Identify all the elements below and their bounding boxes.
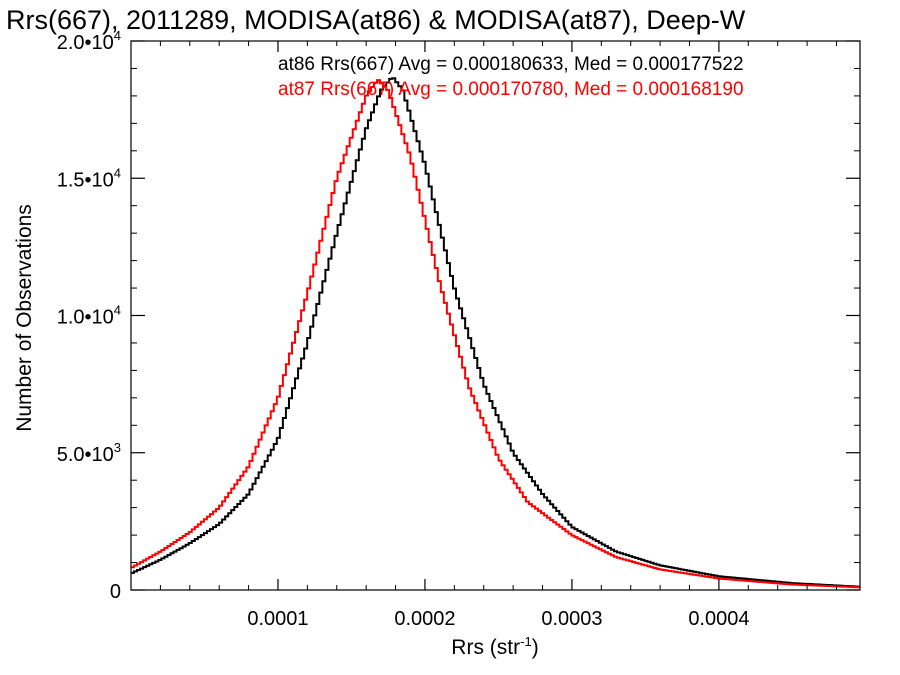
y-tick-label-0: 0 (110, 581, 121, 603)
y-tick-label-exponent: 4 (114, 165, 121, 180)
y-tick-label-3: 1.5•104 (57, 165, 121, 191)
y-tick-label-exponent: 4 (114, 28, 121, 43)
x-axis-label-end: ) (532, 636, 539, 659)
y-tick-label-mantissa: 5.0•10 (57, 444, 114, 466)
y-tick-label-2: 1.0•104 (57, 303, 121, 329)
plot-area: 0.0001 0.0002 0.0003 0.000405.0•1031.0•1041… (57, 28, 861, 630)
x-tick-label-0: 0.0001 (247, 608, 308, 630)
y-tick-label-1: 5.0•103 (57, 440, 121, 466)
y-tick-label-mantissa: 0 (110, 581, 121, 603)
chart-title: Rrs(667), 2011289, MODISA(at86) & MODISA… (6, 5, 746, 35)
x-tick-label-3: 0.0004 (688, 608, 749, 630)
legend-entry-at86: at86 Rrs(667) Avg = 0.000180633, Med = 0… (278, 54, 744, 75)
x-axis-label: Rrs (str-1) (451, 634, 538, 659)
legend-entry-at87: at87 Rrs(667) Avg = 0.000170780, Med = 0… (278, 79, 744, 100)
x-axis-label-exponent: -1 (520, 634, 532, 649)
x-tick-label-1: 0.0002 (394, 608, 455, 630)
x-axis-label-main: Rrs (str (451, 636, 520, 659)
series-at87-histogram (131, 79, 860, 589)
y-tick-label-mantissa: 2.0•10 (57, 32, 114, 54)
y-tick-label-exponent: 3 (114, 440, 121, 455)
y-tick-label-4: 2.0•104 (57, 28, 121, 54)
y-tick-label-exponent: 4 (114, 303, 121, 318)
series-at86-histogram (131, 77, 860, 588)
y-tick-label-mantissa: 1.0•10 (57, 307, 114, 329)
y-axis-label: Number of Observations (13, 204, 36, 432)
x-tick-label-2: 0.0003 (541, 608, 602, 630)
y-tick-label-mantissa: 1.5•10 (57, 169, 114, 191)
plot-frame (130, 40, 861, 591)
